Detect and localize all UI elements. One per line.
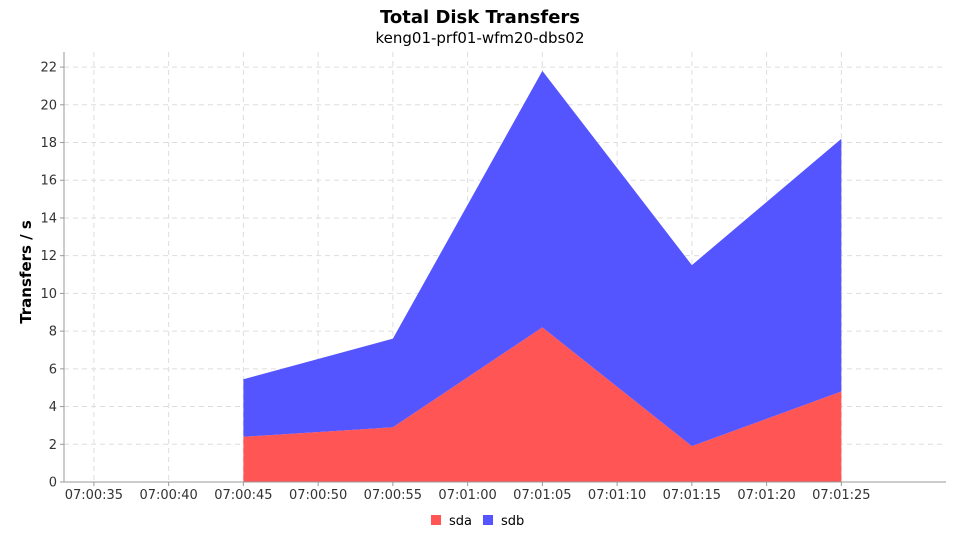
y-tick-label: 6 [49,362,57,377]
y-tick-label: 12 [40,249,57,264]
y-tick-label: 20 [40,98,57,113]
y-tick-label: 16 [40,174,57,189]
x-tick-label: 07:01:15 [663,488,721,503]
x-tick-label: 07:00:50 [289,488,347,503]
y-tick-label: 18 [40,136,57,151]
plot-areas [243,70,842,482]
axes: 0 2 4 6 8 10 12 14 16 18 20 22 07:00:35 07:00:40 07:00… [40,52,946,503]
y-tick-label: 8 [49,325,57,340]
x-tick-label: 07:01:25 [812,488,870,503]
x-tick-label: 07:00:55 [364,488,422,503]
area-sdb [243,70,842,447]
y-axis-title: Transfers / s [17,220,35,324]
x-tick-label: 07:00:45 [214,488,272,503]
area-sda [243,327,842,482]
x-tick-label: 07:01:20 [737,488,795,503]
x-tick-label: 07:01:00 [438,488,496,503]
x-tick-label: 07:01:10 [588,488,646,503]
y-tick-label: 14 [40,211,57,226]
legend-label-sdb: sdb [501,514,524,529]
y-tick-label: 22 [40,61,57,76]
x-tick-label: 07:00:40 [139,488,197,503]
chart-subtitle: keng01-prf01-wfm20-dbs02 [376,29,585,47]
legend: sda sdb [431,514,524,529]
y-tick-label: 2 [49,438,57,453]
x-tick-label: 07:00:35 [65,488,123,503]
y-tick-label: 0 [49,476,57,491]
legend-label-sda: sda [449,514,472,529]
legend-swatch-sdb [483,515,493,525]
y-tick-label: 4 [49,400,57,415]
x-tick-label: 07:01:05 [513,488,571,503]
y-tick-label: 10 [40,287,57,302]
legend-swatch-sda [431,515,441,525]
chart-title: Total Disk Transfers [380,7,580,28]
